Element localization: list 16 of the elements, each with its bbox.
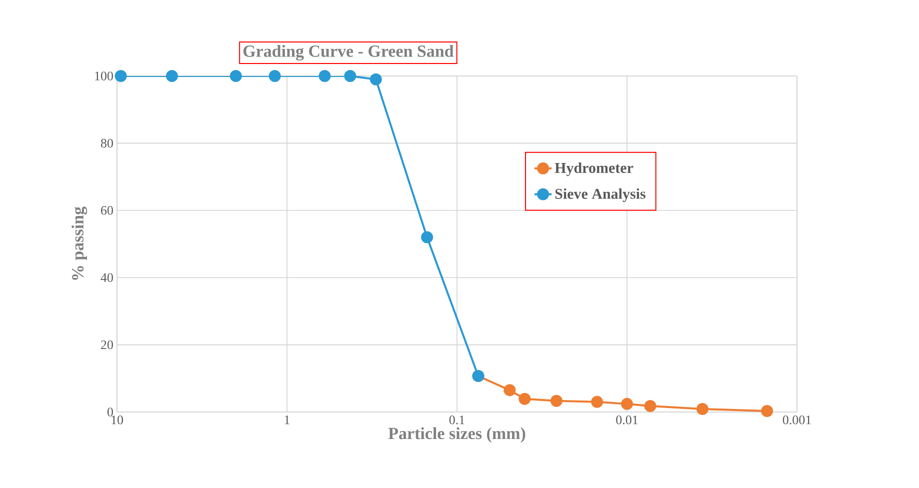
y-tick-label: 20 [101, 340, 113, 350]
x-tick-label: 0.01 [616, 416, 638, 424]
y-tick-label: 0 [107, 408, 113, 416]
chart-title: Grading Curve - Green Sand [243, 44, 454, 60]
x-tick-label: 1 [284, 416, 290, 424]
y-axis-title: % passing [72, 206, 88, 280]
y-tick-label: 40 [100, 273, 113, 282]
y-tick-label: 60 [101, 206, 113, 215]
x-axis-title: Particle sizes (mm) [388, 427, 526, 443]
x-tick-label: 10 [112, 416, 124, 424]
x-tick-label: 0.001 [782, 416, 811, 424]
y-tick-label: 80 [100, 138, 113, 148]
legend-label: Hydrometer [554, 162, 634, 176]
legend-label: Sieve Analysis [555, 188, 646, 202]
y-tick-label: 100 [95, 72, 113, 80]
x-tick-label: 0.1 [449, 416, 464, 424]
